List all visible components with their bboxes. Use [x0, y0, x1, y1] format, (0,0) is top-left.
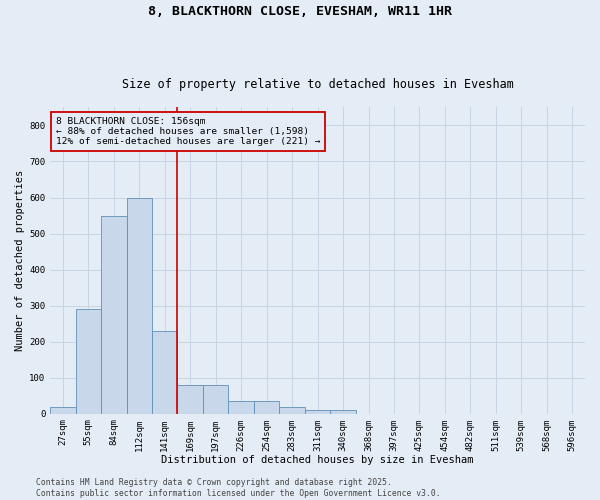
Title: Size of property relative to detached houses in Evesham: Size of property relative to detached ho…	[122, 78, 514, 91]
Bar	[305, 410, 331, 414]
Bar	[178, 385, 203, 414]
Y-axis label: Number of detached properties: Number of detached properties	[15, 170, 25, 351]
Bar	[331, 410, 356, 414]
Bar	[203, 385, 229, 414]
Text: 8, BLACKTHORN CLOSE, EVESHAM, WR11 1HR: 8, BLACKTHORN CLOSE, EVESHAM, WR11 1HR	[148, 5, 452, 18]
Text: Contains HM Land Registry data © Crown copyright and database right 2025.
Contai: Contains HM Land Registry data © Crown c…	[36, 478, 440, 498]
Bar	[101, 216, 127, 414]
Bar	[152, 331, 178, 413]
X-axis label: Distribution of detached houses by size in Evesham: Distribution of detached houses by size …	[161, 455, 474, 465]
Bar	[280, 406, 305, 414]
Bar	[254, 401, 280, 413]
Bar	[229, 401, 254, 413]
Text: 8 BLACKTHORN CLOSE: 156sqm
← 88% of detached houses are smaller (1,598)
12% of s: 8 BLACKTHORN CLOSE: 156sqm ← 88% of deta…	[56, 116, 320, 146]
Bar	[76, 309, 101, 414]
Bar	[50, 406, 76, 414]
Bar	[127, 198, 152, 414]
